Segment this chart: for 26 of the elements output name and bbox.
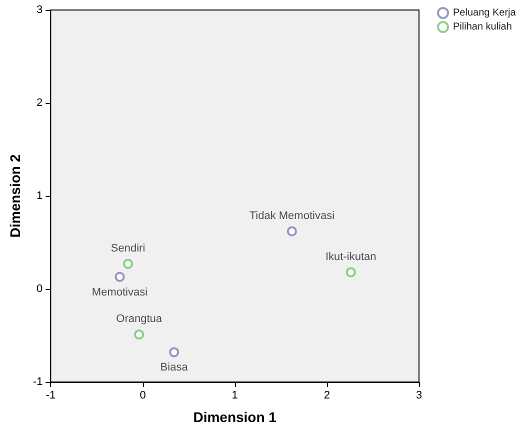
point — [169, 347, 180, 358]
x-tick-label: 3 — [416, 390, 422, 402]
y-tick-label: 0 — [36, 283, 43, 295]
y-tick-label: 1 — [36, 190, 43, 202]
point — [114, 272, 125, 282]
point — [134, 330, 144, 340]
data-label: Sendiri — [110, 242, 146, 254]
data-label: Ikut-ikutan — [325, 250, 376, 263]
point — [286, 226, 297, 236]
y-tick-label: 3 — [36, 4, 43, 16]
y-tick-label: 2 — [36, 97, 43, 109]
data-label: Memotivasi — [92, 286, 148, 298]
x-tick-label: -1 — [46, 390, 56, 402]
data-label: Orangtua — [116, 313, 163, 326]
y-axis-title: Dimension 2 — [7, 154, 23, 238]
legend-label: Peluang Kerja — [453, 8, 516, 18]
x-tick-label: 0 — [140, 390, 146, 402]
data-label: Tidak Memotivasi — [249, 210, 335, 222]
x-tick-label: 2 — [324, 390, 330, 402]
x-axis-title: Dimension 1 — [193, 409, 277, 425]
data-label: Biasa — [160, 362, 189, 374]
point — [123, 258, 134, 269]
y-tick-label: -1 — [32, 376, 43, 388]
legend-label: Pilihan kuliah — [453, 22, 512, 32]
point — [346, 267, 356, 278]
x-tick-label: 1 — [232, 390, 238, 402]
